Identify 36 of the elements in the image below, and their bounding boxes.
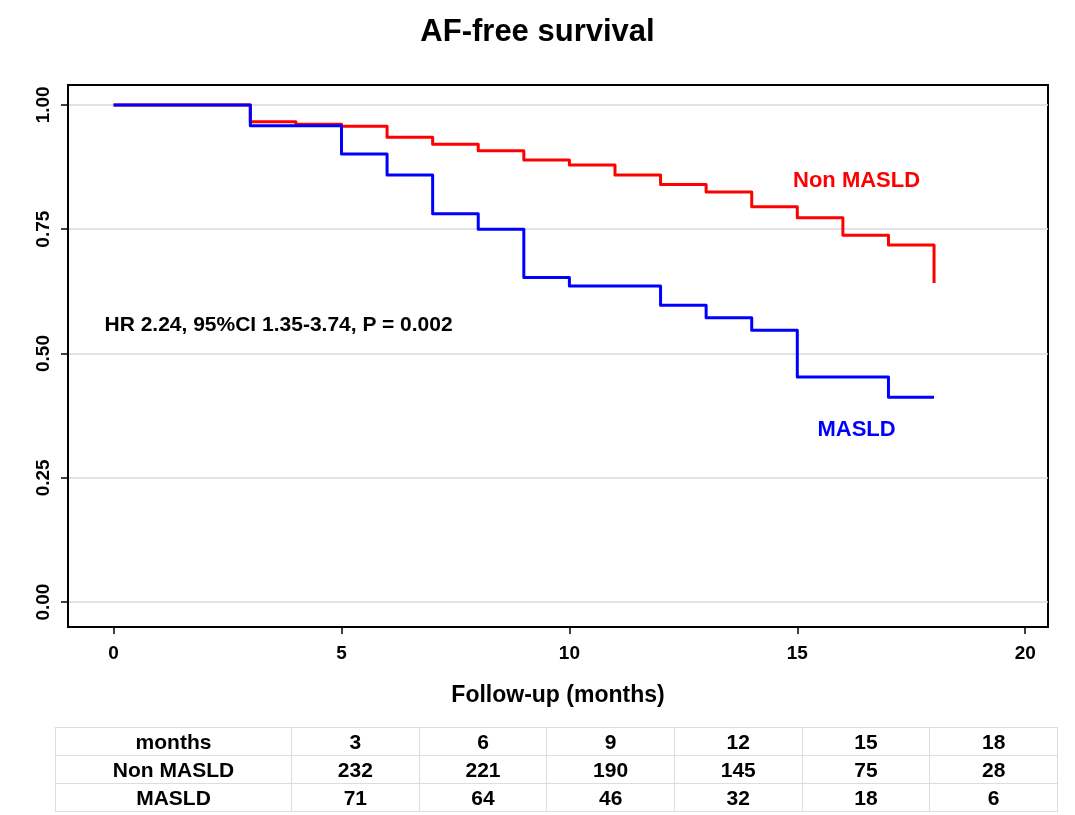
series-label: MASLD — [817, 415, 896, 441]
y-tick-label: 0.00 — [32, 583, 53, 621]
text: months — [55, 727, 292, 756]
text: 15 — [802, 727, 930, 756]
text: 190 — [546, 755, 675, 784]
text: 221 — [419, 755, 547, 784]
series-label: Non MASLD — [793, 166, 921, 192]
y-tick-label: 0.50 — [32, 335, 53, 373]
x-axis-title: Follow-up (months) — [451, 680, 665, 707]
text: 46 — [546, 783, 675, 812]
text: 9 — [546, 727, 675, 756]
text: 18 — [929, 727, 1058, 756]
text: 18 — [802, 783, 930, 812]
y-tick-label: 1.00 — [32, 86, 53, 124]
text: 32 — [674, 783, 803, 812]
text: 75 — [802, 755, 930, 784]
text: 71 — [291, 783, 420, 812]
text: 6 — [929, 783, 1058, 812]
x-tick-label: 20 — [1014, 642, 1036, 663]
text: 232 — [291, 755, 420, 784]
x-tick-label: 5 — [336, 642, 348, 663]
text: Non MASLD — [55, 755, 292, 784]
y-tick-label: 0.75 — [32, 210, 53, 248]
text: 12 — [674, 727, 803, 756]
text: 64 — [419, 783, 547, 812]
chart-title: AF-free survival — [420, 13, 655, 48]
text: 145 — [674, 755, 803, 784]
text: MASLD — [55, 783, 292, 812]
text: 6 — [419, 727, 547, 756]
x-tick-label: 0 — [108, 642, 119, 663]
x-tick-label: 15 — [786, 642, 809, 663]
annotation: HR 2.24, 95%CI 1.35-3.74, P = 0.002 — [104, 312, 453, 336]
text: 3 — [291, 727, 420, 756]
text: 28 — [929, 755, 1058, 784]
x-tick-label: 10 — [558, 642, 580, 663]
y-tick-label: 0.25 — [32, 458, 53, 497]
